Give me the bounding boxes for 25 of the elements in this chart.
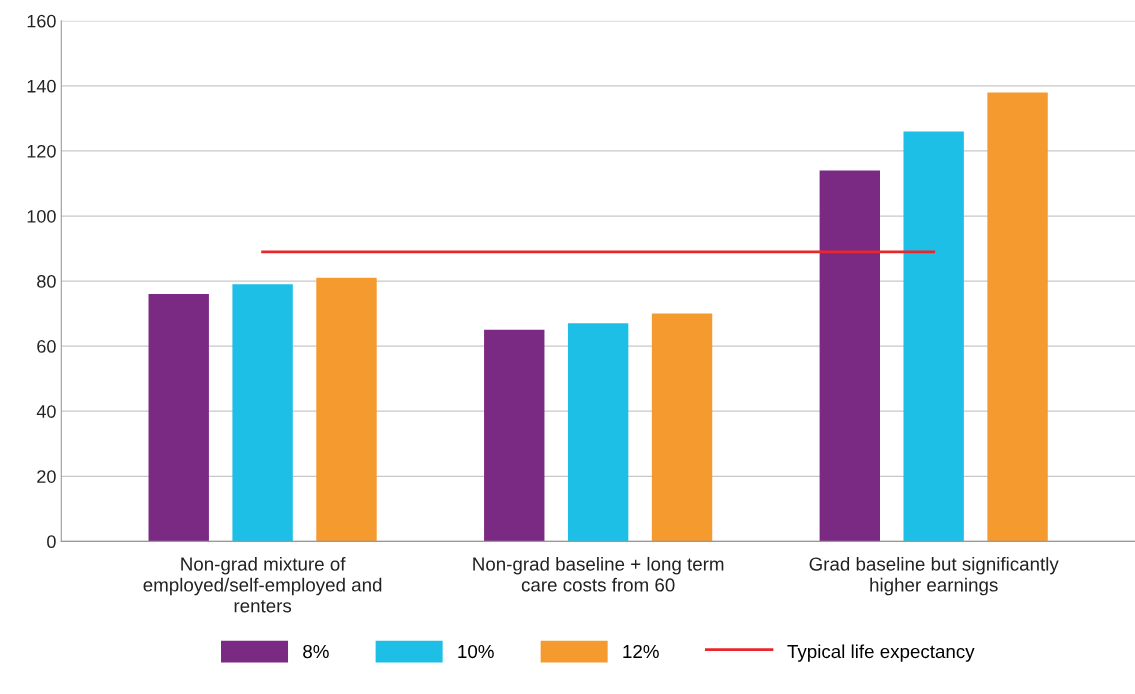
y-tick-label: 40 xyxy=(36,405,56,418)
legend-label: 8% xyxy=(303,644,329,659)
y-tick-label: 60 xyxy=(37,340,56,353)
y-tick-label: 120 xyxy=(27,144,56,158)
y-tick-label: 80 xyxy=(37,275,56,288)
bar xyxy=(148,294,209,542)
bar xyxy=(987,92,1048,542)
x-tick-label: Grad baseline but significantly higher earnings xyxy=(809,556,1059,596)
y-tick-label: 160 xyxy=(27,14,56,28)
legend-label: 10% xyxy=(458,644,494,659)
bar xyxy=(232,284,293,542)
x-tick-label: Non-grad baseline + long term care costs from 60 xyxy=(473,556,724,592)
bar xyxy=(651,313,713,542)
bar xyxy=(903,131,964,542)
y-tick-label: 100 xyxy=(27,209,56,223)
bar xyxy=(484,329,545,542)
legend-label: 12% xyxy=(623,644,659,659)
x-tick-label: Non-grad mixture of employed/self-employed and renters xyxy=(143,556,382,613)
y-tick-label: 140 xyxy=(27,79,56,93)
legend-label: Typical life expectancy xyxy=(787,644,975,662)
bar xyxy=(316,277,377,542)
bar xyxy=(567,323,629,542)
y-tick-label: 0 xyxy=(47,535,56,549)
y-tick-label: 20 xyxy=(37,470,56,483)
bar xyxy=(819,170,880,542)
